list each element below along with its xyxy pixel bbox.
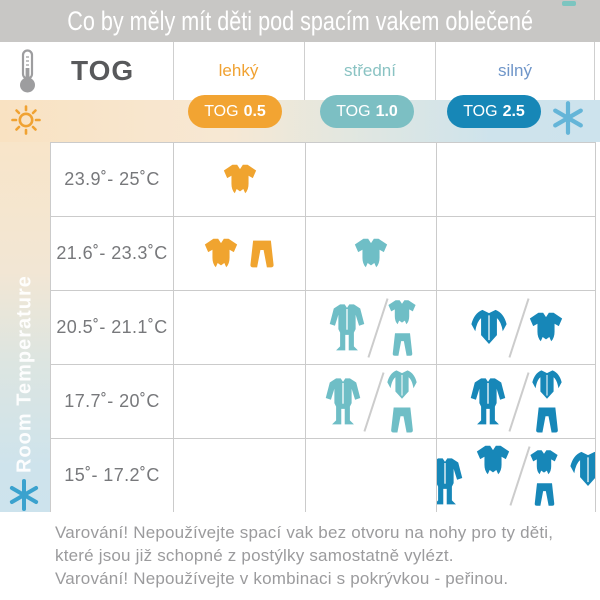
bodysuit-icon xyxy=(527,310,565,346)
outfit-option xyxy=(382,369,422,435)
outfit-option xyxy=(527,310,565,346)
outfit-option xyxy=(437,439,512,513)
outfit-option xyxy=(352,236,390,272)
outfit-option xyxy=(465,370,511,434)
clothing-cell xyxy=(437,217,596,291)
outfit-stack xyxy=(528,448,560,508)
warning-line: které jsou již schopné z postýlky samost… xyxy=(55,546,454,565)
badge-value: 1.0 xyxy=(375,102,398,120)
sleepsuit-icon xyxy=(320,370,366,434)
sun-icon xyxy=(8,102,44,138)
snowflake-icon xyxy=(6,477,42,513)
pants-icon xyxy=(387,405,417,435)
clothing-cell xyxy=(306,439,437,513)
warning-line: Varování! Nepoužívejte v kombinaci s pok… xyxy=(55,569,509,588)
outfit-stack xyxy=(527,369,567,435)
pants-icon xyxy=(246,238,278,270)
temperature-range: 17.7˚- 20˚C xyxy=(51,365,174,439)
temperature-range: 23.9˚- 25˚C xyxy=(51,143,174,217)
outfit-stack xyxy=(386,298,418,358)
bodysuit-icon xyxy=(202,236,240,272)
temperature-range: 21.6˚- 23.3˚C xyxy=(51,217,174,291)
shirt-icon xyxy=(527,369,567,402)
temperature-range: 15˚- 17.2˚C xyxy=(51,439,174,513)
title-bar: Co by měly mít děti pod spacím vakem obl… xyxy=(0,0,600,42)
clothing-cell xyxy=(437,291,596,365)
decorative-mark xyxy=(562,1,576,6)
tog-label: TOG xyxy=(71,55,135,86)
page-title: Co by měly mít děti pod spacím vakem obl… xyxy=(67,5,533,36)
column-label-strong: silný xyxy=(436,42,595,100)
clothing-cell xyxy=(174,217,306,291)
bodysuit-icon xyxy=(352,236,390,272)
column-label-medium: střední xyxy=(305,42,436,100)
outfit-option xyxy=(528,443,596,508)
outfit-stack xyxy=(382,369,422,435)
clothing-cell xyxy=(437,143,596,217)
clothing-cell xyxy=(437,365,596,439)
badge-value: 0.5 xyxy=(243,102,266,120)
table-grid: 23.9˚- 25˚C 21.6˚- 23.3˚C 20.5˚- 21.1˚C 17.… xyxy=(50,142,596,513)
clothing-cell xyxy=(306,291,437,365)
room-temperature-strip xyxy=(0,142,50,512)
bodysuit-icon xyxy=(221,162,259,198)
shirt-icon xyxy=(467,308,511,348)
pants-icon xyxy=(532,405,562,435)
clothing-cell xyxy=(174,291,306,365)
sleepsuit-icon xyxy=(465,370,511,434)
clothing-cell xyxy=(174,365,306,439)
clothing-cell xyxy=(306,217,437,291)
bodysuit-icon xyxy=(474,443,512,479)
outfit-option xyxy=(324,296,370,360)
tog-header-cell: TOG xyxy=(0,42,174,100)
sleepsuit-icon xyxy=(324,296,370,360)
pants-icon xyxy=(389,331,416,358)
clothing-cell xyxy=(174,439,306,513)
badge-prefix: TOG xyxy=(204,102,239,120)
clothing-cell xyxy=(306,365,437,439)
outfit-option xyxy=(467,308,511,348)
bodysuit-icon xyxy=(386,298,418,328)
badge-value: 2.5 xyxy=(502,102,525,120)
outfit-option xyxy=(527,369,567,435)
badge-prefix: TOG xyxy=(463,102,498,120)
header-row: TOG lehký střední silný xyxy=(0,42,600,100)
clothing-cell xyxy=(174,143,306,217)
outfit-option xyxy=(386,298,418,358)
outfit-option xyxy=(221,162,259,198)
badge-tog-05: TOG 0.5 xyxy=(188,95,282,128)
badge-tog-10: TOG 1.0 xyxy=(320,95,414,128)
warning-line: Varování! Nepoužívejte spací vak bez otv… xyxy=(55,523,554,542)
snowflake-icon xyxy=(549,99,587,137)
badge-tog-25: TOG 2.5 xyxy=(447,95,541,128)
outfit-option xyxy=(320,370,366,434)
shirt-icon xyxy=(566,450,596,490)
outfit-option xyxy=(202,236,278,272)
bodysuit-icon xyxy=(528,448,560,478)
shirt-icon xyxy=(382,369,422,402)
pants-icon xyxy=(531,481,558,508)
thermometer-icon xyxy=(14,48,41,94)
badge-prefix: TOG xyxy=(336,102,371,120)
clothing-cell xyxy=(437,439,596,513)
sleepsuit-icon xyxy=(437,450,468,514)
clothing-cell xyxy=(306,143,437,217)
footer-warnings: Varování! Nepoužívejte spací vak bez otv… xyxy=(0,512,600,600)
room-temperature-label: Room Temperature xyxy=(13,275,36,474)
temperature-range: 20.5˚- 21.1˚C xyxy=(51,291,174,365)
column-label-light: lehký xyxy=(173,42,305,100)
